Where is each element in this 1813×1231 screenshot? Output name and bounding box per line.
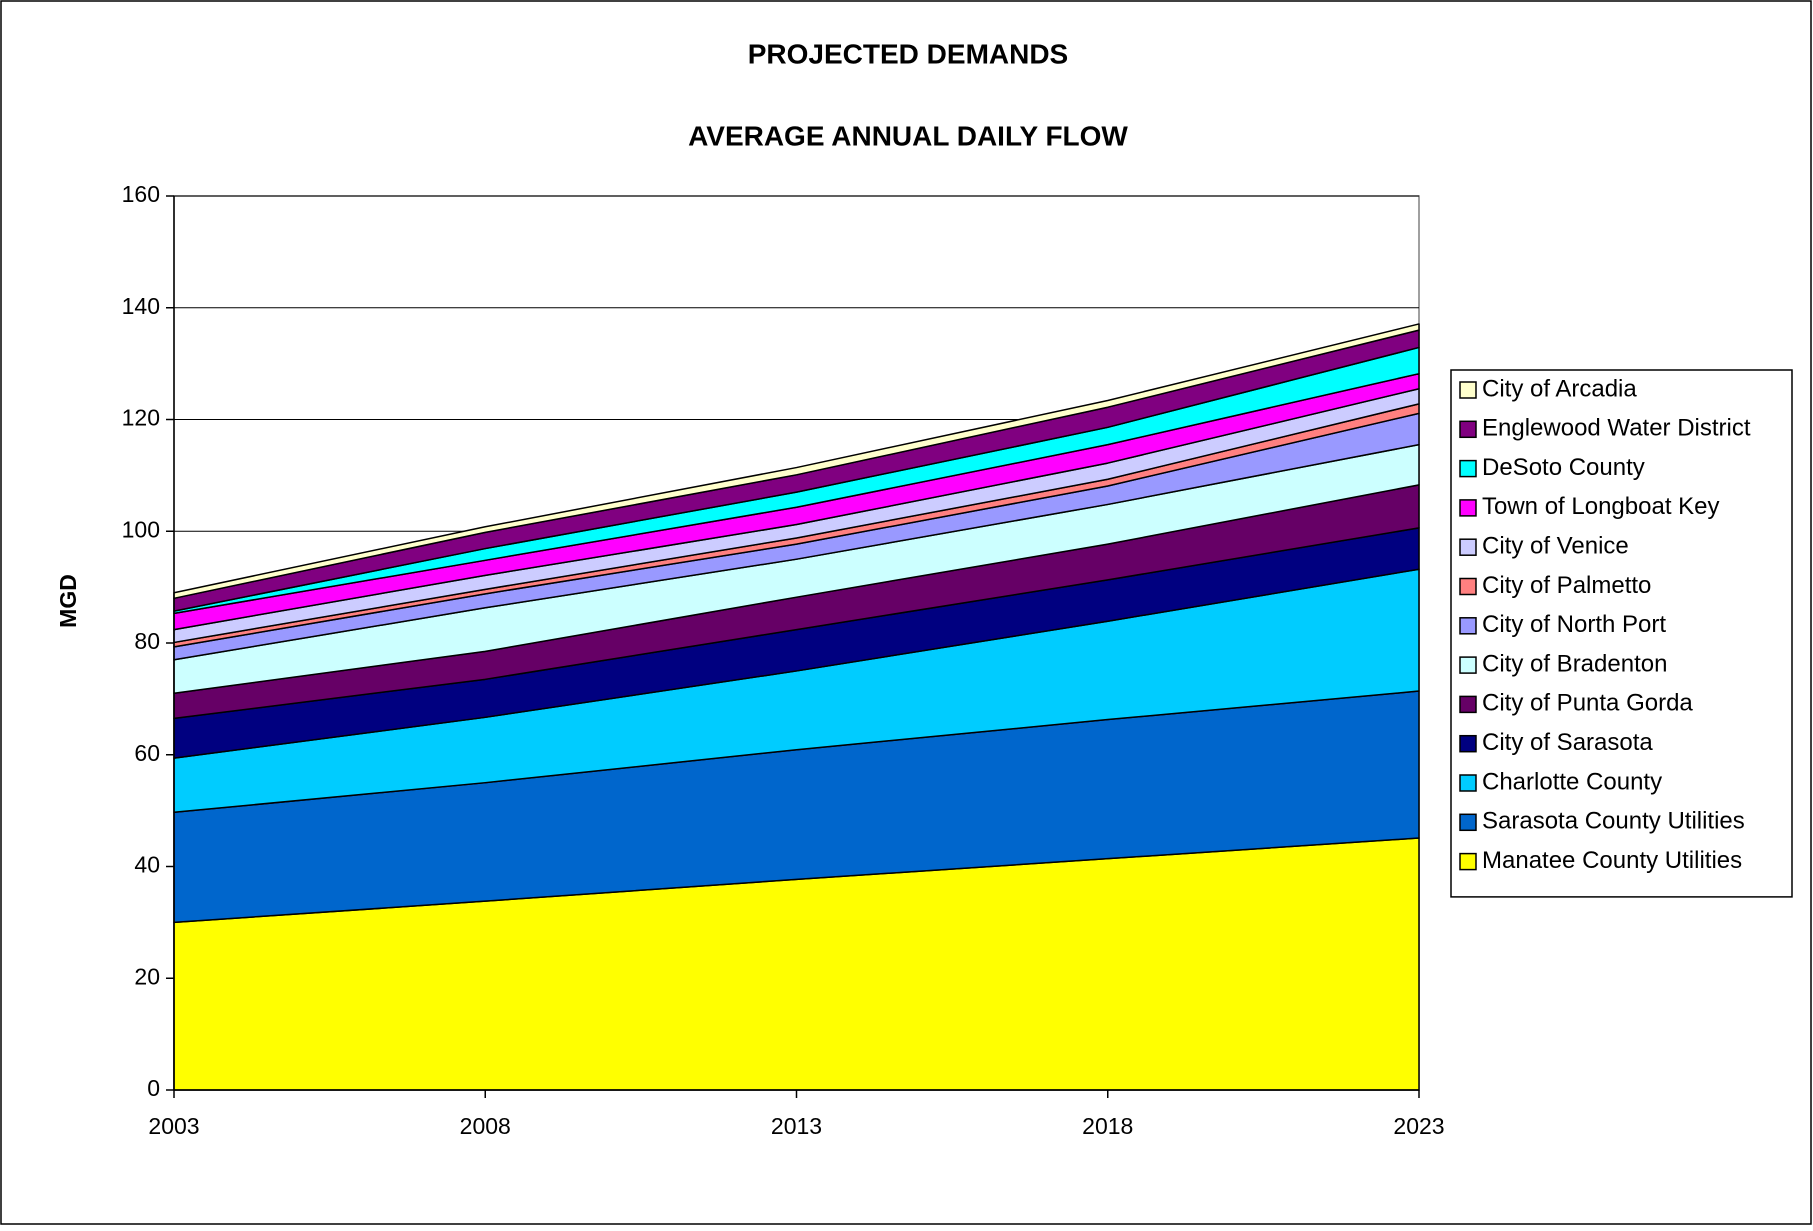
- legend-swatch: [1459, 617, 1477, 635]
- legend-swatch: [1459, 459, 1477, 478]
- legend-label: City of Punta Gorda: [1482, 690, 1693, 717]
- y-tick-label: 100: [122, 516, 160, 542]
- legend-swatch: [1459, 774, 1477, 792]
- legend-swatch: [1459, 734, 1477, 753]
- legend-swatch: [1459, 695, 1477, 714]
- legend-label: City of Venice: [1482, 533, 1629, 560]
- legend-label: Town of Longboat Key: [1482, 493, 1720, 520]
- legend-label: City of Sarasota: [1482, 729, 1653, 756]
- legend-label: Englewood Water District: [1482, 415, 1751, 442]
- x-tick-label: 2018: [1082, 1113, 1133, 1139]
- legend-swatch: [1459, 813, 1477, 832]
- y-axis-label: MGD: [55, 574, 81, 628]
- legend-swatch: [1459, 538, 1477, 556]
- legend-swatch: [1459, 577, 1477, 596]
- y-tick-label: 60: [134, 740, 160, 766]
- legend-label: Charlotte County: [1482, 768, 1662, 795]
- y-tick-label: 20: [134, 963, 160, 989]
- y-tick-label: 80: [134, 628, 160, 654]
- y-tick-label: 140: [122, 293, 160, 319]
- legend-swatch: [1459, 420, 1477, 439]
- y-tick-label: 40: [134, 852, 160, 878]
- legend-label: City of Arcadia: [1482, 375, 1637, 402]
- legend-label: Manatee County Utilities: [1482, 847, 1742, 874]
- legend-label: City of North Port: [1482, 611, 1666, 638]
- y-tick-label: 160: [122, 181, 160, 207]
- x-tick-label: 2023: [1393, 1113, 1444, 1139]
- legend-label: DeSoto County: [1482, 454, 1645, 481]
- legend-label: City of Bradenton: [1482, 650, 1667, 677]
- legend-swatch: [1459, 852, 1477, 871]
- x-tick-label: 2003: [148, 1113, 199, 1139]
- x-tick-label: 2013: [771, 1113, 822, 1139]
- chart-title: PROJECTED DEMANDS: [748, 38, 1068, 69]
- legend-swatch: [1459, 381, 1477, 399]
- legend-swatch: [1459, 499, 1477, 517]
- x-tick-label: 2008: [460, 1113, 511, 1139]
- legend-box: [1450, 369, 1793, 898]
- legend-swatch: [1459, 656, 1477, 674]
- area: [173, 323, 1420, 600]
- legend-label: Sarasota County Utilities: [1482, 808, 1745, 835]
- chart-subtitle: AVERAGE ANNUAL DAILY FLOW: [688, 120, 1128, 151]
- legend-label: City of Palmetto: [1482, 572, 1651, 599]
- y-tick-label: 0: [147, 1075, 160, 1101]
- y-tick-label: 120: [122, 405, 160, 431]
